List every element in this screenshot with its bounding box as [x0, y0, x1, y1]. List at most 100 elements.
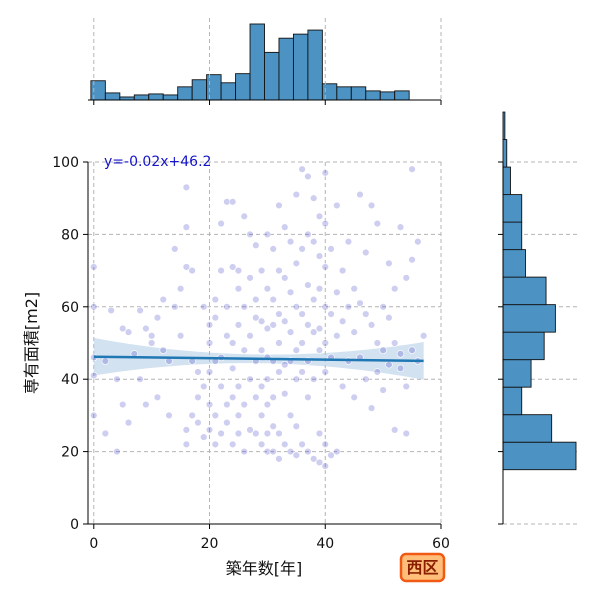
scatter-point: [200, 303, 208, 311]
scatter-point: [263, 375, 272, 383]
scatter-point: [373, 339, 382, 347]
scatter-point: [205, 368, 214, 376]
scatter-point: [304, 447, 312, 456]
scatter-point: [205, 400, 214, 409]
y-axis-label: 専有面積[m2]: [22, 292, 41, 394]
scatter-point: [142, 324, 150, 333]
scatter-point: [159, 346, 167, 354]
scatter-point: [246, 332, 254, 340]
scatter-point: [408, 165, 416, 173]
scatter-point: [176, 332, 185, 340]
scatter-point: [113, 447, 121, 456]
marginal-x-bar: [379, 91, 396, 101]
marginal-x-bar: [394, 90, 410, 101]
scatter-point: [252, 313, 260, 322]
scatter-point: [101, 357, 110, 365]
scatter-point: [269, 245, 277, 253]
scatter-point: [298, 165, 306, 173]
scatter-point: [309, 237, 318, 246]
scatter-point: [391, 285, 399, 293]
axes: 0 20 40 60 0 20 40 60 80 100: [52, 155, 450, 552]
scatter-point: [228, 440, 237, 449]
marginal-x-bar: [292, 33, 309, 101]
scatter-point: [263, 400, 272, 409]
scatter-point: [286, 237, 295, 246]
scatter-point: [338, 317, 347, 325]
scatter-point: [275, 201, 283, 210]
scatter-point: [309, 194, 318, 202]
scatter-point: [223, 400, 231, 409]
scatter-point: [315, 252, 324, 260]
scatter-point: [234, 382, 243, 391]
scatter-point: [269, 295, 277, 304]
scatter-point: [315, 212, 324, 221]
scatter-point: [408, 346, 416, 354]
marginal-x-bar: [365, 90, 381, 101]
scatter-point: [298, 368, 306, 376]
scatter-point: [275, 339, 283, 347]
x-tick-label: 60: [432, 536, 450, 552]
marginal-y-bar: [502, 359, 532, 388]
scatter-point: [240, 303, 248, 311]
scatter-points: [90, 165, 428, 470]
scatter-point: [234, 285, 243, 293]
scatter-point: [228, 364, 237, 373]
x-tick-label: 40: [316, 536, 334, 552]
scatter-point: [304, 230, 312, 239]
scatter-point: [269, 447, 277, 456]
marginal-x-bar: [90, 80, 106, 101]
scatter-point: [402, 382, 410, 391]
scatter-point: [309, 375, 318, 383]
scatter-point: [281, 223, 289, 231]
marginal-x-bar: [350, 86, 367, 101]
scatter-point: [402, 429, 410, 438]
scatter-point: [309, 455, 318, 463]
scatter-point: [228, 198, 237, 206]
marginal-y-bar: [502, 304, 556, 333]
scatter-point: [321, 339, 329, 347]
scatter-point: [263, 447, 272, 456]
scatter-point: [223, 332, 231, 340]
scatter-point: [286, 411, 295, 420]
scatter-point: [292, 346, 301, 354]
scatter-point: [234, 411, 243, 420]
scatter-point: [194, 368, 202, 376]
scatter-point: [286, 328, 295, 336]
marginal-x-bar: [235, 73, 251, 101]
scatter-point: [385, 313, 393, 322]
scatter-point: [234, 429, 243, 438]
scatter-point: [107, 306, 115, 315]
scatter-point: [379, 303, 387, 311]
scatter-point: [240, 447, 248, 456]
scatter-point: [367, 404, 376, 412]
scatter-point: [298, 440, 306, 449]
marginal-x-bar: [321, 83, 338, 101]
scatter-point: [321, 462, 329, 470]
scatter-point: [367, 321, 376, 329]
marginal-x-bar: [177, 86, 193, 101]
marginal-x-bar: [191, 79, 208, 101]
scatter-point: [298, 245, 306, 253]
scatter-point: [391, 339, 399, 347]
scatter-point: [240, 212, 248, 221]
x-tick-label: 0: [89, 536, 98, 552]
marginal-y-bar: [502, 111, 506, 141]
scatter-point: [281, 317, 289, 325]
scatter-point: [321, 169, 329, 177]
scatter-point: [171, 303, 179, 311]
scatter-point: [373, 368, 382, 376]
scatter-point: [315, 458, 324, 467]
scatter-point: [182, 426, 191, 434]
scatter-point: [263, 285, 272, 293]
marginal-x-bar: [104, 92, 121, 101]
marginal-y-histogram: [498, 111, 580, 525]
scatter-point: [246, 230, 254, 239]
x-axis-label: 築年数[年]: [226, 559, 303, 578]
regression-line-path: [93, 355, 424, 363]
scatter-point: [240, 400, 248, 409]
marginal-x-bar: [148, 93, 164, 101]
scatter-point: [257, 411, 266, 420]
scatter-point: [350, 328, 358, 336]
scatter-point: [234, 321, 243, 329]
